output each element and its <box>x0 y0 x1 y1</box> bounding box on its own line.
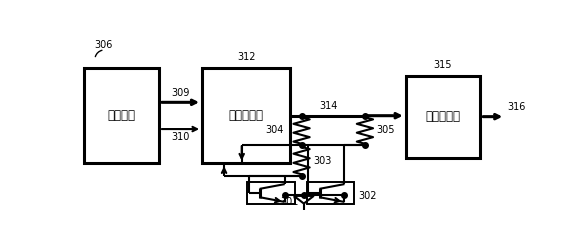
Text: 304: 304 <box>265 125 283 135</box>
Text: 305: 305 <box>376 125 395 135</box>
Text: 314: 314 <box>319 101 338 111</box>
Text: 309: 309 <box>171 88 190 97</box>
Text: 303: 303 <box>313 155 331 166</box>
Text: 302: 302 <box>358 191 377 201</box>
Bar <box>84 68 159 163</box>
Bar <box>202 68 290 163</box>
Text: 306: 306 <box>95 40 113 50</box>
Bar <box>406 76 480 158</box>
Bar <box>248 182 295 204</box>
Text: 运算放大器: 运算放大器 <box>228 109 263 122</box>
Text: 316: 316 <box>507 102 526 112</box>
Text: 低通滤波器: 低通滤波器 <box>426 110 461 123</box>
Text: 振荡电路: 振荡电路 <box>107 109 135 122</box>
Text: 315: 315 <box>434 60 452 70</box>
Bar <box>307 182 354 204</box>
Text: 310: 310 <box>171 132 190 142</box>
Text: 301: 301 <box>280 197 298 207</box>
Text: 312: 312 <box>237 52 255 62</box>
